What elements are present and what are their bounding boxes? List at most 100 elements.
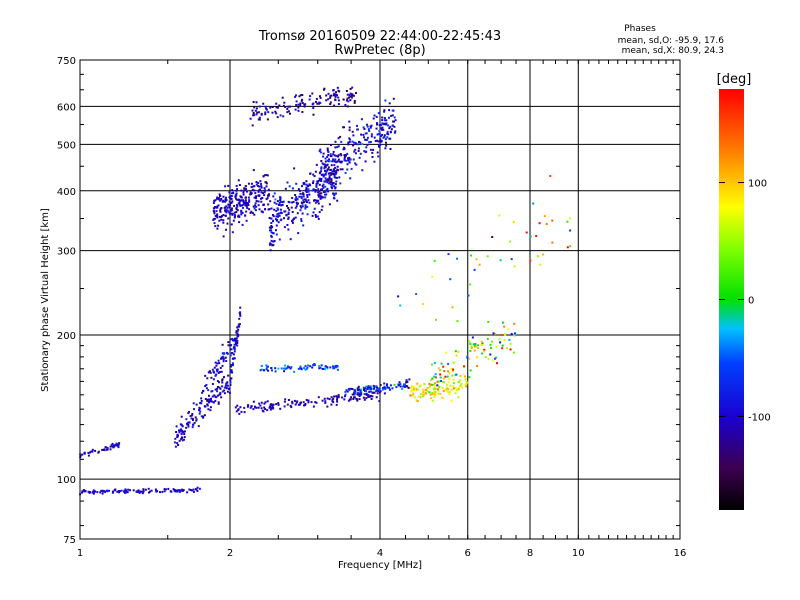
data-point	[414, 389, 417, 392]
data-point	[226, 390, 229, 393]
data-point	[262, 410, 265, 413]
data-point	[391, 387, 394, 390]
data-point	[290, 366, 293, 369]
data-point	[389, 148, 392, 150]
data-point	[279, 200, 282, 203]
data-point	[251, 109, 254, 112]
data-point	[332, 158, 335, 161]
data-point	[231, 352, 234, 355]
data-point	[442, 390, 445, 393]
data-point	[417, 388, 419, 391]
data-point	[204, 385, 207, 388]
data-point	[271, 404, 274, 407]
data-point	[227, 384, 229, 387]
data-point	[268, 208, 271, 211]
data-point	[318, 177, 321, 180]
data-point	[333, 395, 336, 398]
data-point	[320, 166, 323, 169]
data-point	[378, 400, 381, 403]
data-point	[381, 119, 384, 122]
data-point	[483, 350, 486, 353]
data-point	[378, 391, 381, 394]
data-point	[337, 154, 340, 157]
data-point	[468, 340, 471, 343]
data-point	[448, 391, 451, 394]
data-point	[274, 370, 277, 373]
data-point	[219, 366, 222, 369]
data-point	[244, 185, 247, 188]
data-point	[362, 396, 365, 399]
data-point	[321, 185, 324, 187]
data-point	[361, 169, 364, 172]
data-point	[347, 399, 350, 402]
data-point	[387, 124, 389, 127]
data-point	[304, 103, 307, 106]
data-point	[433, 386, 436, 389]
data-point	[405, 385, 408, 387]
data-point	[266, 366, 269, 369]
data-point	[339, 135, 342, 138]
data-point	[408, 378, 411, 381]
data-point	[291, 187, 294, 190]
data-point	[375, 127, 378, 130]
data-point	[238, 201, 241, 204]
data-point	[399, 383, 402, 386]
data-point	[273, 201, 276, 204]
data-point	[286, 108, 289, 110]
data-point	[189, 489, 192, 491]
data-point	[437, 392, 440, 395]
data-point	[253, 106, 256, 109]
data-point	[186, 491, 189, 494]
data-point	[360, 388, 363, 391]
data-point	[156, 490, 159, 492]
data-points	[79, 86, 572, 496]
data-point	[385, 387, 388, 390]
data-point	[324, 196, 327, 199]
data-point	[389, 130, 392, 133]
data-point	[252, 112, 255, 114]
data-point	[450, 367, 453, 370]
data-point	[293, 370, 296, 373]
data-point	[491, 236, 494, 238]
data-point	[206, 398, 209, 401]
data-point	[335, 171, 338, 174]
data-point	[381, 122, 384, 125]
data-point	[469, 349, 472, 352]
data-point	[315, 100, 317, 103]
data-point	[348, 398, 351, 401]
data-point	[225, 382, 228, 385]
data-point	[297, 109, 300, 112]
data-point	[235, 331, 238, 334]
data-point	[321, 173, 324, 176]
data-point	[371, 156, 374, 158]
data-point	[372, 384, 375, 387]
data-point	[304, 403, 307, 405]
data-point	[431, 399, 434, 402]
data-point	[328, 158, 330, 161]
data-point	[447, 253, 450, 256]
data-point	[302, 192, 305, 195]
data-point	[220, 215, 223, 218]
data-point	[221, 364, 224, 367]
data-point	[198, 412, 201, 415]
data-point	[211, 368, 214, 371]
data-point	[303, 404, 305, 407]
data-point	[223, 386, 226, 389]
data-point	[349, 95, 352, 98]
data-point	[269, 106, 272, 109]
data-point	[299, 94, 302, 97]
data-point	[272, 215, 275, 218]
data-point	[260, 407, 263, 410]
data-point	[397, 295, 400, 298]
data-point	[181, 439, 184, 442]
data-point	[376, 122, 379, 125]
data-point	[338, 176, 341, 179]
data-point	[312, 113, 315, 116]
data-point	[229, 369, 232, 372]
data-point	[361, 143, 364, 145]
data-point	[291, 197, 294, 199]
data-point	[322, 175, 325, 178]
data-point	[362, 133, 365, 136]
data-point	[505, 347, 508, 350]
data-point	[255, 183, 258, 186]
